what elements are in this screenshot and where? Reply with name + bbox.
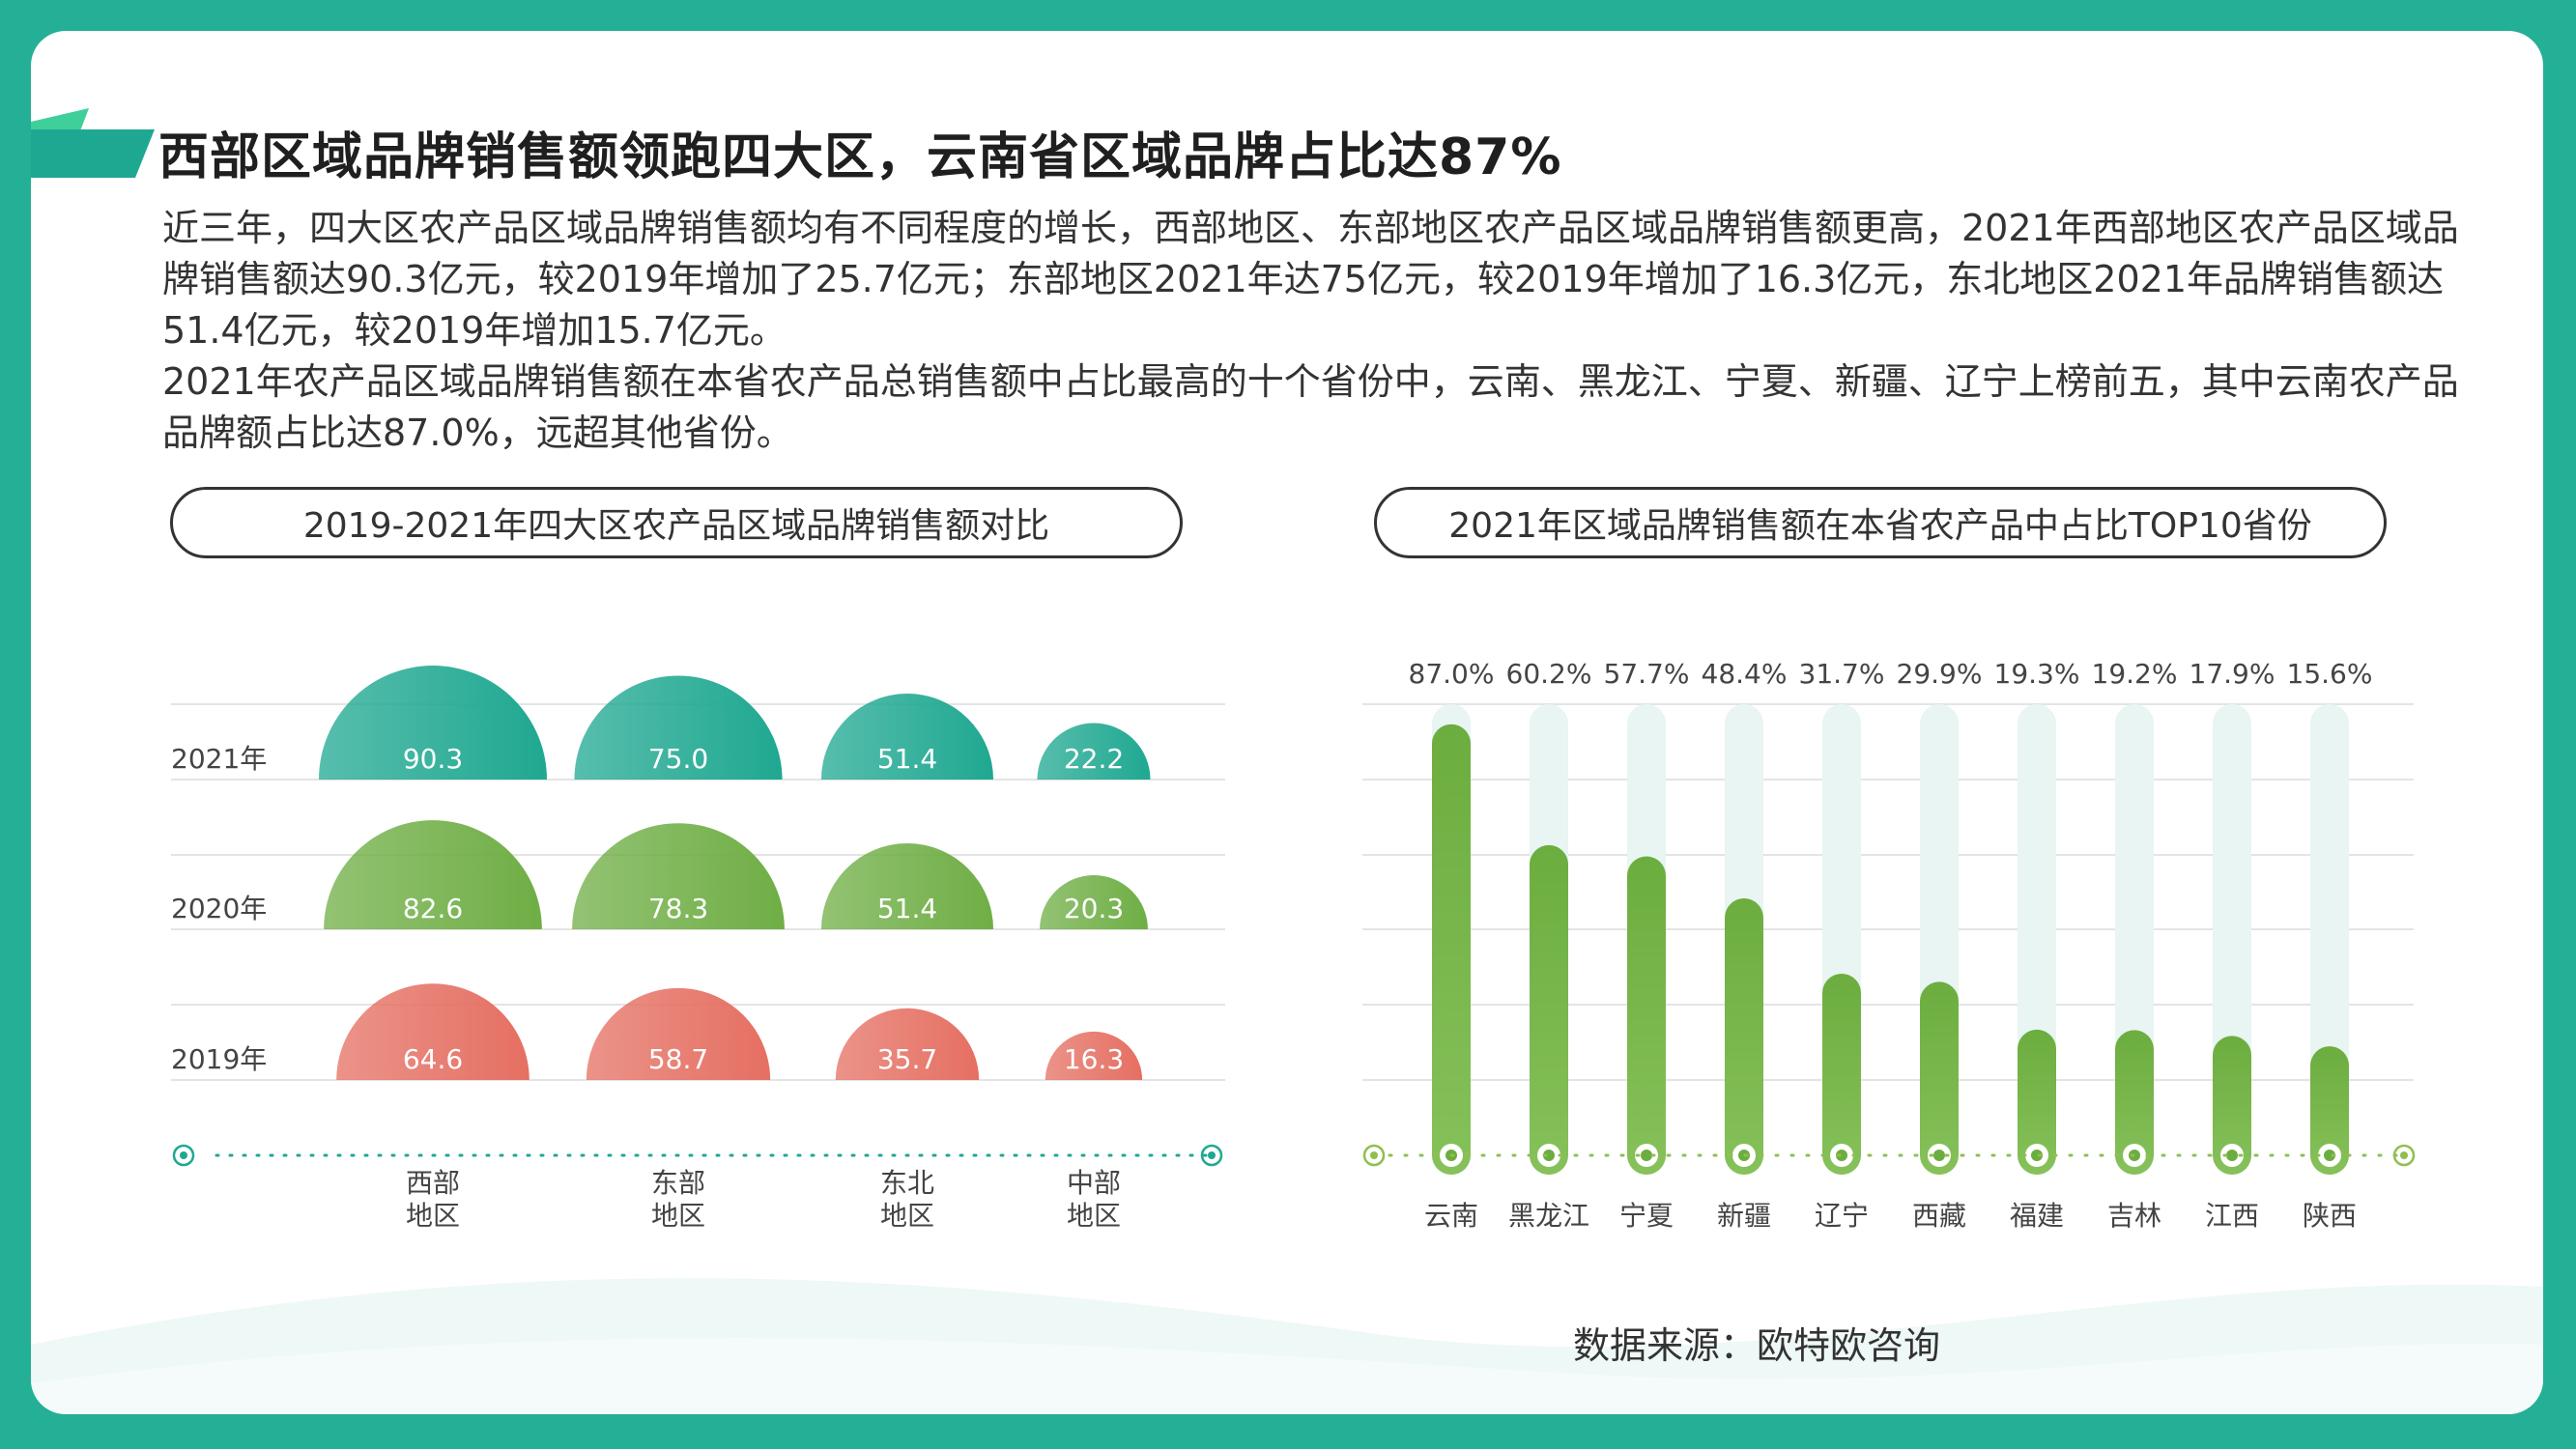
data-label: 60.2%: [1506, 658, 1592, 690]
data-label: 90.3: [403, 743, 463, 775]
category-label: 新疆: [1717, 1200, 1771, 1232]
region-sales-chart: 2021年 90.3 75.0 51.4 22.2 2020年 82.6 78.3 51.4 20…: [171, 666, 1225, 1232]
bar-base-dot: [1543, 1150, 1555, 1161]
data-label: 19.3%: [1994, 658, 2080, 690]
series-label: 2021年: [171, 743, 267, 775]
category-label: 云南: [1424, 1200, 1478, 1232]
category-label: 西藏: [1912, 1200, 1966, 1232]
bar-base-dot: [2226, 1150, 2238, 1161]
series-label: 2019年: [171, 1043, 267, 1075]
semicircle-mark: [336, 983, 530, 1080]
data-label: 82.6: [403, 893, 463, 924]
bar: [1725, 897, 1763, 1175]
page-title: 西部区域品牌销售额领跑四大区，云南省区域品牌占比达87%: [158, 128, 1562, 186]
semicircle-mark: [820, 694, 994, 780]
axis-end-ring: [2392, 1144, 2416, 1167]
data-label: 22.2: [1064, 743, 1124, 775]
right-chart-title: 2021年区域品牌销售额在本省农产品中占比TOP10省份: [1374, 487, 2387, 558]
semicircle-mark: [1040, 875, 1148, 929]
data-label: 31.7%: [1799, 658, 1885, 690]
data-label: 51.4: [877, 893, 937, 924]
description-paragraph-2: 2021年农产品区域品牌销售额在本省农产品总销售额中占比最高的十个省份中，云南、…: [162, 360, 2459, 454]
data-label: 87.0%: [1409, 658, 1495, 690]
bar-base-dot: [1836, 1150, 1847, 1161]
bar-base-dot: [1641, 1150, 1652, 1161]
decorative-wave: [31, 1278, 2543, 1414]
data-label: 19.2%: [2092, 658, 2178, 690]
data-label: 58.7: [648, 1043, 708, 1075]
category-label: 福建: [2010, 1200, 2064, 1232]
data-label: 20.3: [1064, 893, 1124, 924]
data-label: 17.9%: [2190, 658, 2275, 690]
semicircle-mark: [574, 675, 783, 780]
bar: [1920, 981, 1959, 1175]
bar-base-dot: [2324, 1150, 2335, 1161]
axis-end-dot: [1208, 1151, 1216, 1159]
slide-card: 西部区域品牌销售额领跑四大区，云南省区域品牌占比达87% 近三年，四大区农产品区…: [31, 31, 2543, 1414]
semicircle-mark: [572, 823, 785, 929]
data-label: 29.9%: [1897, 658, 1983, 690]
description-paragraph-1: 近三年，四大区农产品区域品牌销售额均有不同程度的增长，西部地区、东部地区农产品区…: [162, 207, 2459, 352]
bar: [2310, 1046, 2349, 1175]
bar: [2213, 1036, 2251, 1175]
data-label: 51.4: [877, 743, 937, 775]
category-label: 陕西: [2303, 1200, 2357, 1232]
semicircle-mark: [1045, 1031, 1143, 1080]
category-label: 宁夏: [1619, 1200, 1674, 1232]
category-label: 西部地区: [406, 1167, 460, 1232]
bar: [1432, 724, 1471, 1175]
category-label: 东部地区: [651, 1167, 705, 1232]
semicircle-mark: [324, 820, 542, 929]
semicircle-mark: [1037, 723, 1151, 780]
data-label: 35.7: [877, 1043, 937, 1075]
axis-end-dot: [180, 1151, 187, 1159]
semicircle-mark: [319, 666, 547, 780]
province-share-chart: 87.0% 云南 60.2% 黑龙江 57.7% 宁夏 48.4% 新疆 31.7% 辽宁 29.9…: [1362, 658, 2416, 1232]
axis-end-ring: [172, 1144, 195, 1167]
axis-end-ring: [1362, 1144, 1386, 1167]
bar: [1530, 844, 1568, 1175]
category-label: 中部地区: [1067, 1167, 1121, 1232]
data-source: 数据来源：欧特欧咨询: [1573, 1324, 1941, 1367]
data-label: 16.3: [1064, 1043, 1124, 1075]
bar: [2115, 1030, 2154, 1175]
data-label: 75.0: [648, 743, 708, 775]
data-label: 64.6: [403, 1043, 463, 1075]
data-label: 48.4%: [1702, 658, 1788, 690]
semicircle-mark: [820, 843, 994, 929]
category-label: 吉林: [2107, 1200, 2161, 1232]
title-accent-shape: [31, 108, 155, 178]
bar-base-dot: [2031, 1150, 2043, 1161]
data-label: 78.3: [648, 893, 708, 924]
category-label: 东北地区: [880, 1167, 934, 1232]
series-label: 2020年: [171, 893, 267, 924]
axis-end-ring: [1200, 1144, 1223, 1167]
left-chart-title: 2019-2021年四大区农产品区域品牌销售额对比: [170, 487, 1183, 558]
axis-end-dot: [2400, 1151, 2408, 1159]
semicircle-mark: [586, 987, 771, 1080]
bar-base-dot: [1933, 1150, 1945, 1161]
category-label: 江西: [2205, 1200, 2259, 1232]
data-label: 15.6%: [2287, 658, 2373, 690]
semicircle-mark: [835, 1008, 980, 1080]
bar: [1627, 856, 1666, 1175]
data-label: 57.7%: [1604, 658, 1690, 690]
bar: [2018, 1029, 2056, 1175]
axis-end-dot: [1370, 1151, 1378, 1159]
category-label: 辽宁: [1815, 1200, 1869, 1232]
bar: [1822, 973, 1861, 1175]
category-label: 黑龙江: [1508, 1200, 1589, 1232]
description: 近三年，四大区农产品区域品牌销售额均有不同程度的增长，西部地区、东部地区农产品区…: [162, 203, 2481, 459]
